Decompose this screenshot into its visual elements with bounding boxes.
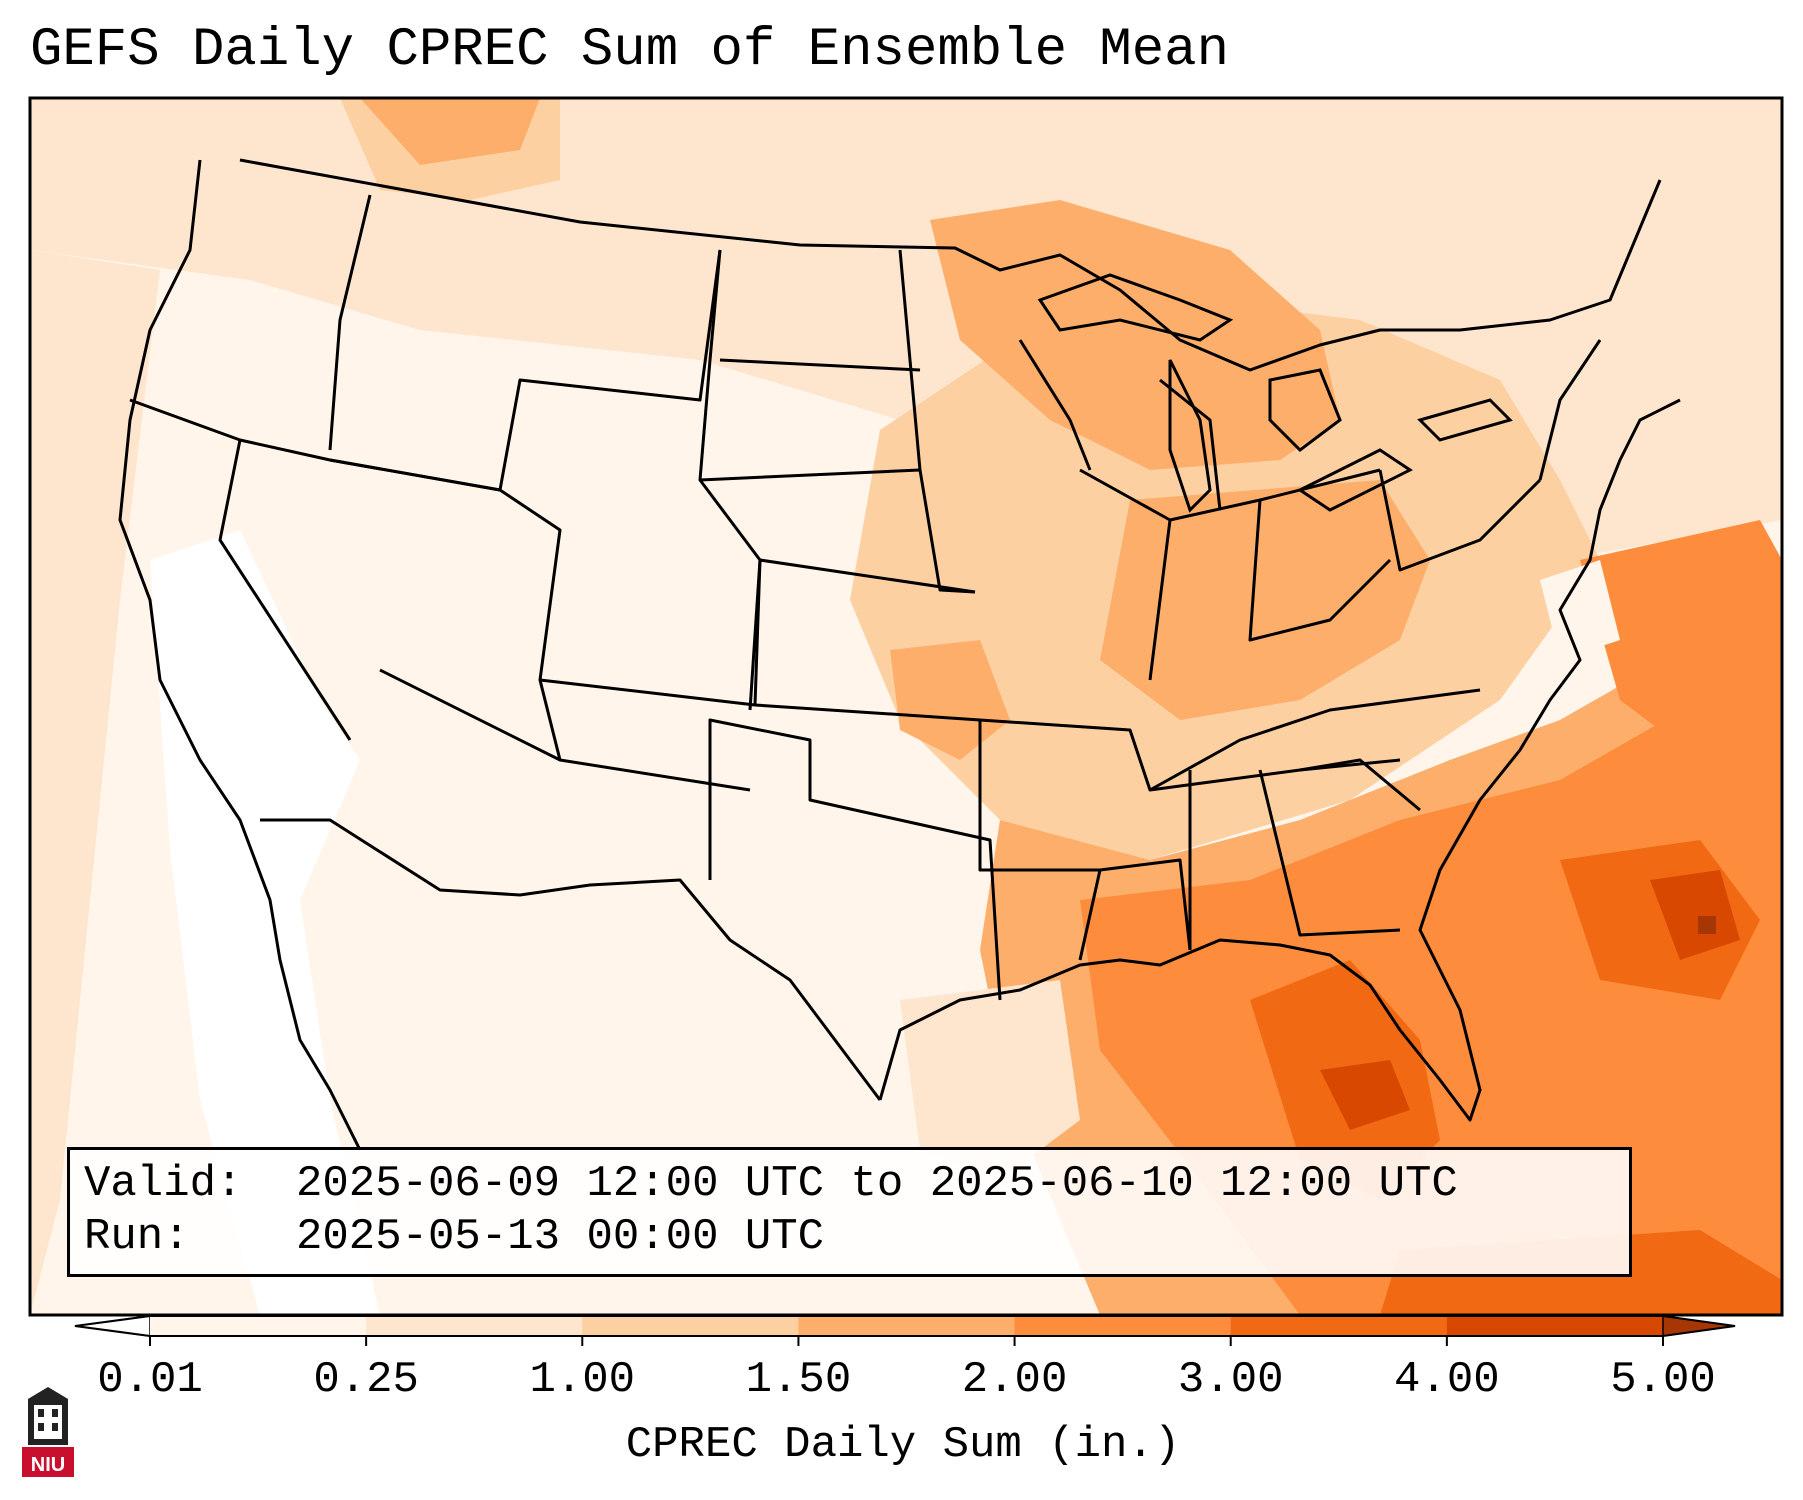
colorbar-segment <box>1446 1316 1664 1336</box>
colorbar-segment <box>1014 1316 1232 1336</box>
colorbar-segment <box>366 1316 583 1336</box>
valid-value: 2025-06-09 12:00 UTC to 2025-06-10 12:00… <box>296 1159 1458 1209</box>
run-line: Run: 2025-05-13 00:00 UTC <box>84 1211 1629 1264</box>
map-title: GEFS Daily CPREC Sum of Ensemble Mean <box>30 20 1229 81</box>
great-lakes <box>1037 273 1513 513</box>
boundaries <box>118 158 1681 1151</box>
run-value: 2025-05-13 00:00 UTC <box>296 1212 825 1262</box>
colorbar-tick-label: 0.25 <box>313 1355 419 1405</box>
colorbar-extend-high <box>1662 1315 1736 1337</box>
colorbar-segment <box>150 1316 367 1336</box>
colorbar-tick-label: 2.00 <box>961 1355 1068 1405</box>
colorbar-label: CPREC Daily Sum (in.) <box>625 1420 1181 1470</box>
colorbar-tick-label: 1.50 <box>745 1355 852 1405</box>
colorbar-tick-label: 0.01 <box>97 1355 203 1405</box>
logo-text: NIU <box>31 1454 65 1476</box>
colorbar-segment <box>1230 1316 1448 1336</box>
niu-logo: NIU <box>22 1387 74 1477</box>
colorbar-tick-label: 1.00 <box>529 1355 636 1405</box>
precip-field <box>30 98 1782 1315</box>
colorbar-extend-low <box>74 1315 151 1337</box>
colorbar-segment <box>798 1316 1016 1336</box>
colorbar <box>74 1315 1736 1346</box>
colorbar-tick-label: 3.00 <box>1177 1355 1284 1405</box>
colorbar-tick-label: 4.00 <box>1394 1355 1500 1405</box>
valid-label: Valid: <box>84 1159 243 1209</box>
valid-line: Valid: 2025-06-09 12:00 UTC to 2025-06-10… <box>84 1158 1629 1211</box>
colorbar-segment <box>582 1316 799 1336</box>
colorbar-tick-label: 5.00 <box>1610 1355 1716 1405</box>
info-box: Valid: 2025-06-09 12:00 UTC to 2025-06-10… <box>67 1147 1632 1277</box>
run-label: Run: <box>84 1212 190 1262</box>
